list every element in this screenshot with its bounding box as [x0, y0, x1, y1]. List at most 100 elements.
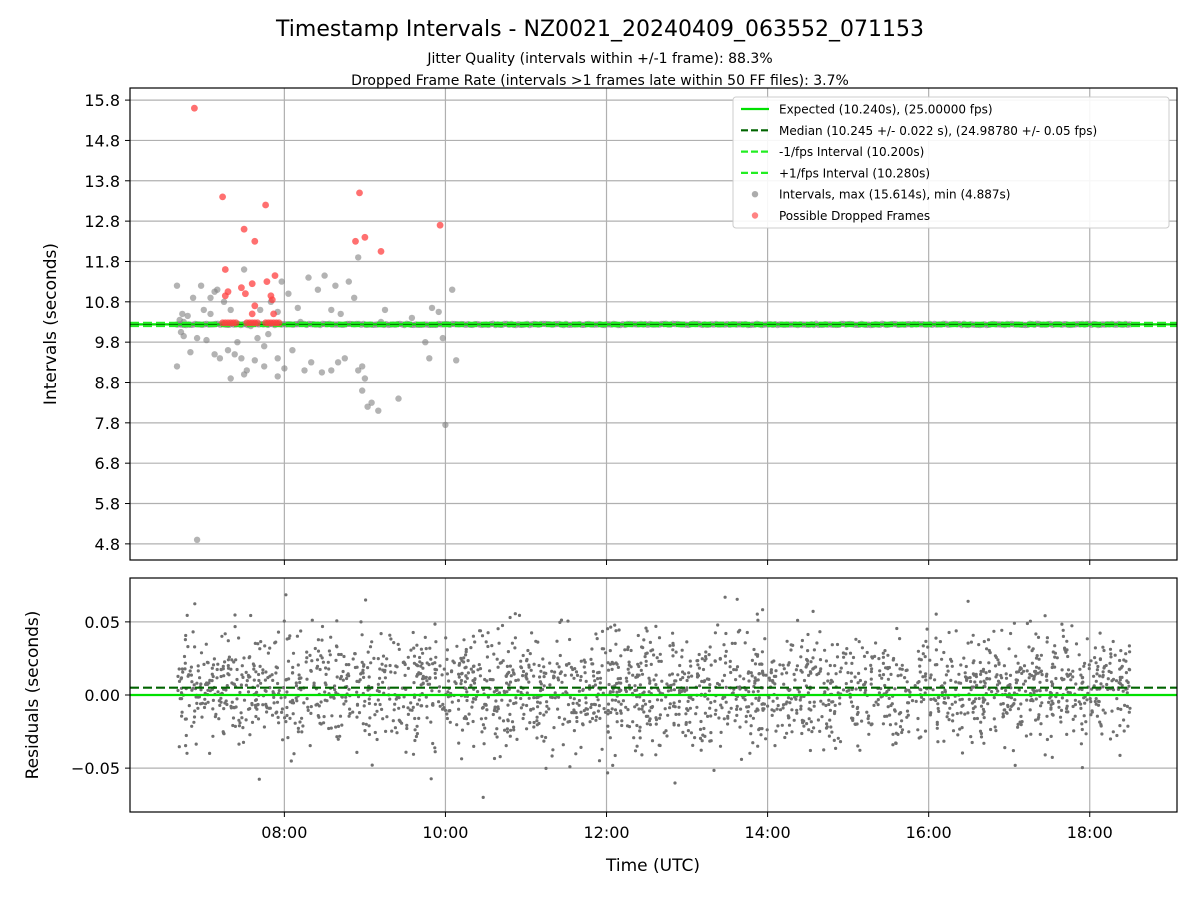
residual-point — [847, 688, 851, 692]
residual-point — [695, 659, 699, 663]
residual-point — [471, 670, 476, 674]
residual-point — [590, 647, 594, 651]
residual-point — [590, 716, 595, 721]
residual-point — [442, 706, 446, 710]
residual-point — [1119, 666, 1123, 670]
residual-point — [274, 665, 278, 669]
residual-point — [954, 680, 958, 684]
residual-point — [625, 724, 630, 728]
residual-point — [219, 700, 223, 704]
residual-point — [572, 697, 576, 701]
residual-point — [218, 703, 222, 708]
residual-point — [417, 698, 421, 702]
residual-point — [844, 652, 848, 656]
residual-point — [507, 670, 511, 675]
residual-point — [286, 659, 291, 663]
residual-point — [241, 726, 245, 730]
residual-point — [199, 702, 203, 706]
residual-point — [1069, 678, 1073, 682]
interval-outlier-point — [278, 278, 285, 285]
dropped-frame-point — [224, 288, 232, 296]
residual-point — [743, 698, 747, 702]
residual-point — [869, 663, 873, 668]
residual-point — [598, 676, 603, 680]
residual-point — [1090, 710, 1094, 714]
residual-point — [1057, 705, 1061, 709]
residual-point — [608, 649, 612, 653]
residual-point — [619, 702, 623, 706]
residual-point — [972, 717, 977, 721]
residual-point — [700, 657, 704, 661]
residual-point — [1019, 702, 1023, 706]
residual-point — [559, 618, 564, 622]
residual-point — [1016, 725, 1020, 729]
residual-point — [1023, 679, 1027, 683]
residual-point — [574, 711, 578, 715]
residual-point — [454, 681, 458, 686]
residual-point — [647, 676, 651, 680]
residual-point — [891, 743, 895, 747]
residual-point — [535, 723, 539, 727]
residual-point — [860, 719, 864, 723]
residual-point — [893, 708, 897, 712]
residual-point — [348, 712, 352, 716]
residual-point — [863, 682, 867, 686]
residual-point — [669, 688, 673, 692]
residual-point — [566, 619, 570, 623]
residual-point — [800, 638, 805, 643]
residual-point — [723, 654, 728, 658]
residual-point — [1080, 722, 1084, 726]
residual-point — [584, 679, 588, 684]
residual-point — [440, 673, 444, 677]
residual-point — [696, 674, 701, 678]
residual-point — [414, 734, 418, 739]
residual-point — [726, 722, 730, 726]
residual-point — [748, 714, 753, 718]
residual-point — [418, 660, 422, 664]
residual-point — [344, 663, 348, 667]
dropped-frame-point — [263, 278, 271, 285]
residual-point — [697, 652, 701, 657]
residual-point — [563, 673, 567, 677]
residual-point — [472, 681, 477, 685]
residual-point — [722, 643, 726, 647]
dropped-frame-point — [270, 310, 277, 318]
residual-point — [1118, 724, 1122, 728]
residual-point — [285, 705, 289, 710]
residual-point — [186, 645, 190, 649]
residual-point — [596, 709, 601, 713]
legend-marker-4 — [751, 191, 759, 198]
residual-point — [1011, 749, 1016, 753]
residual-point — [505, 664, 509, 669]
residual-point — [679, 677, 683, 682]
residual-point — [205, 681, 209, 685]
residual-point — [281, 686, 286, 690]
residual-point — [765, 728, 769, 732]
residual-point — [946, 669, 950, 673]
residual-point — [905, 680, 909, 684]
residual-point — [973, 680, 977, 684]
residual-point — [1045, 672, 1049, 676]
residual-point — [306, 708, 310, 713]
residual-point — [582, 665, 586, 669]
residual-point — [881, 651, 885, 655]
residual-point — [240, 664, 244, 668]
residual-point — [844, 661, 848, 665]
residual-point — [184, 633, 188, 638]
residual-point — [298, 720, 302, 724]
residual-point — [226, 666, 231, 670]
residual-point — [914, 699, 918, 704]
residual-point — [384, 729, 388, 734]
residual-point — [555, 639, 559, 643]
residual-point — [937, 709, 941, 714]
residual-point — [180, 714, 184, 718]
residual-point — [898, 667, 902, 671]
residual-point — [654, 753, 658, 757]
residual-point — [643, 655, 647, 659]
residual-point — [486, 695, 490, 699]
residual-point — [627, 660, 631, 664]
residual-point — [615, 690, 619, 694]
residual-point — [258, 647, 262, 651]
residual-point — [437, 689, 441, 693]
